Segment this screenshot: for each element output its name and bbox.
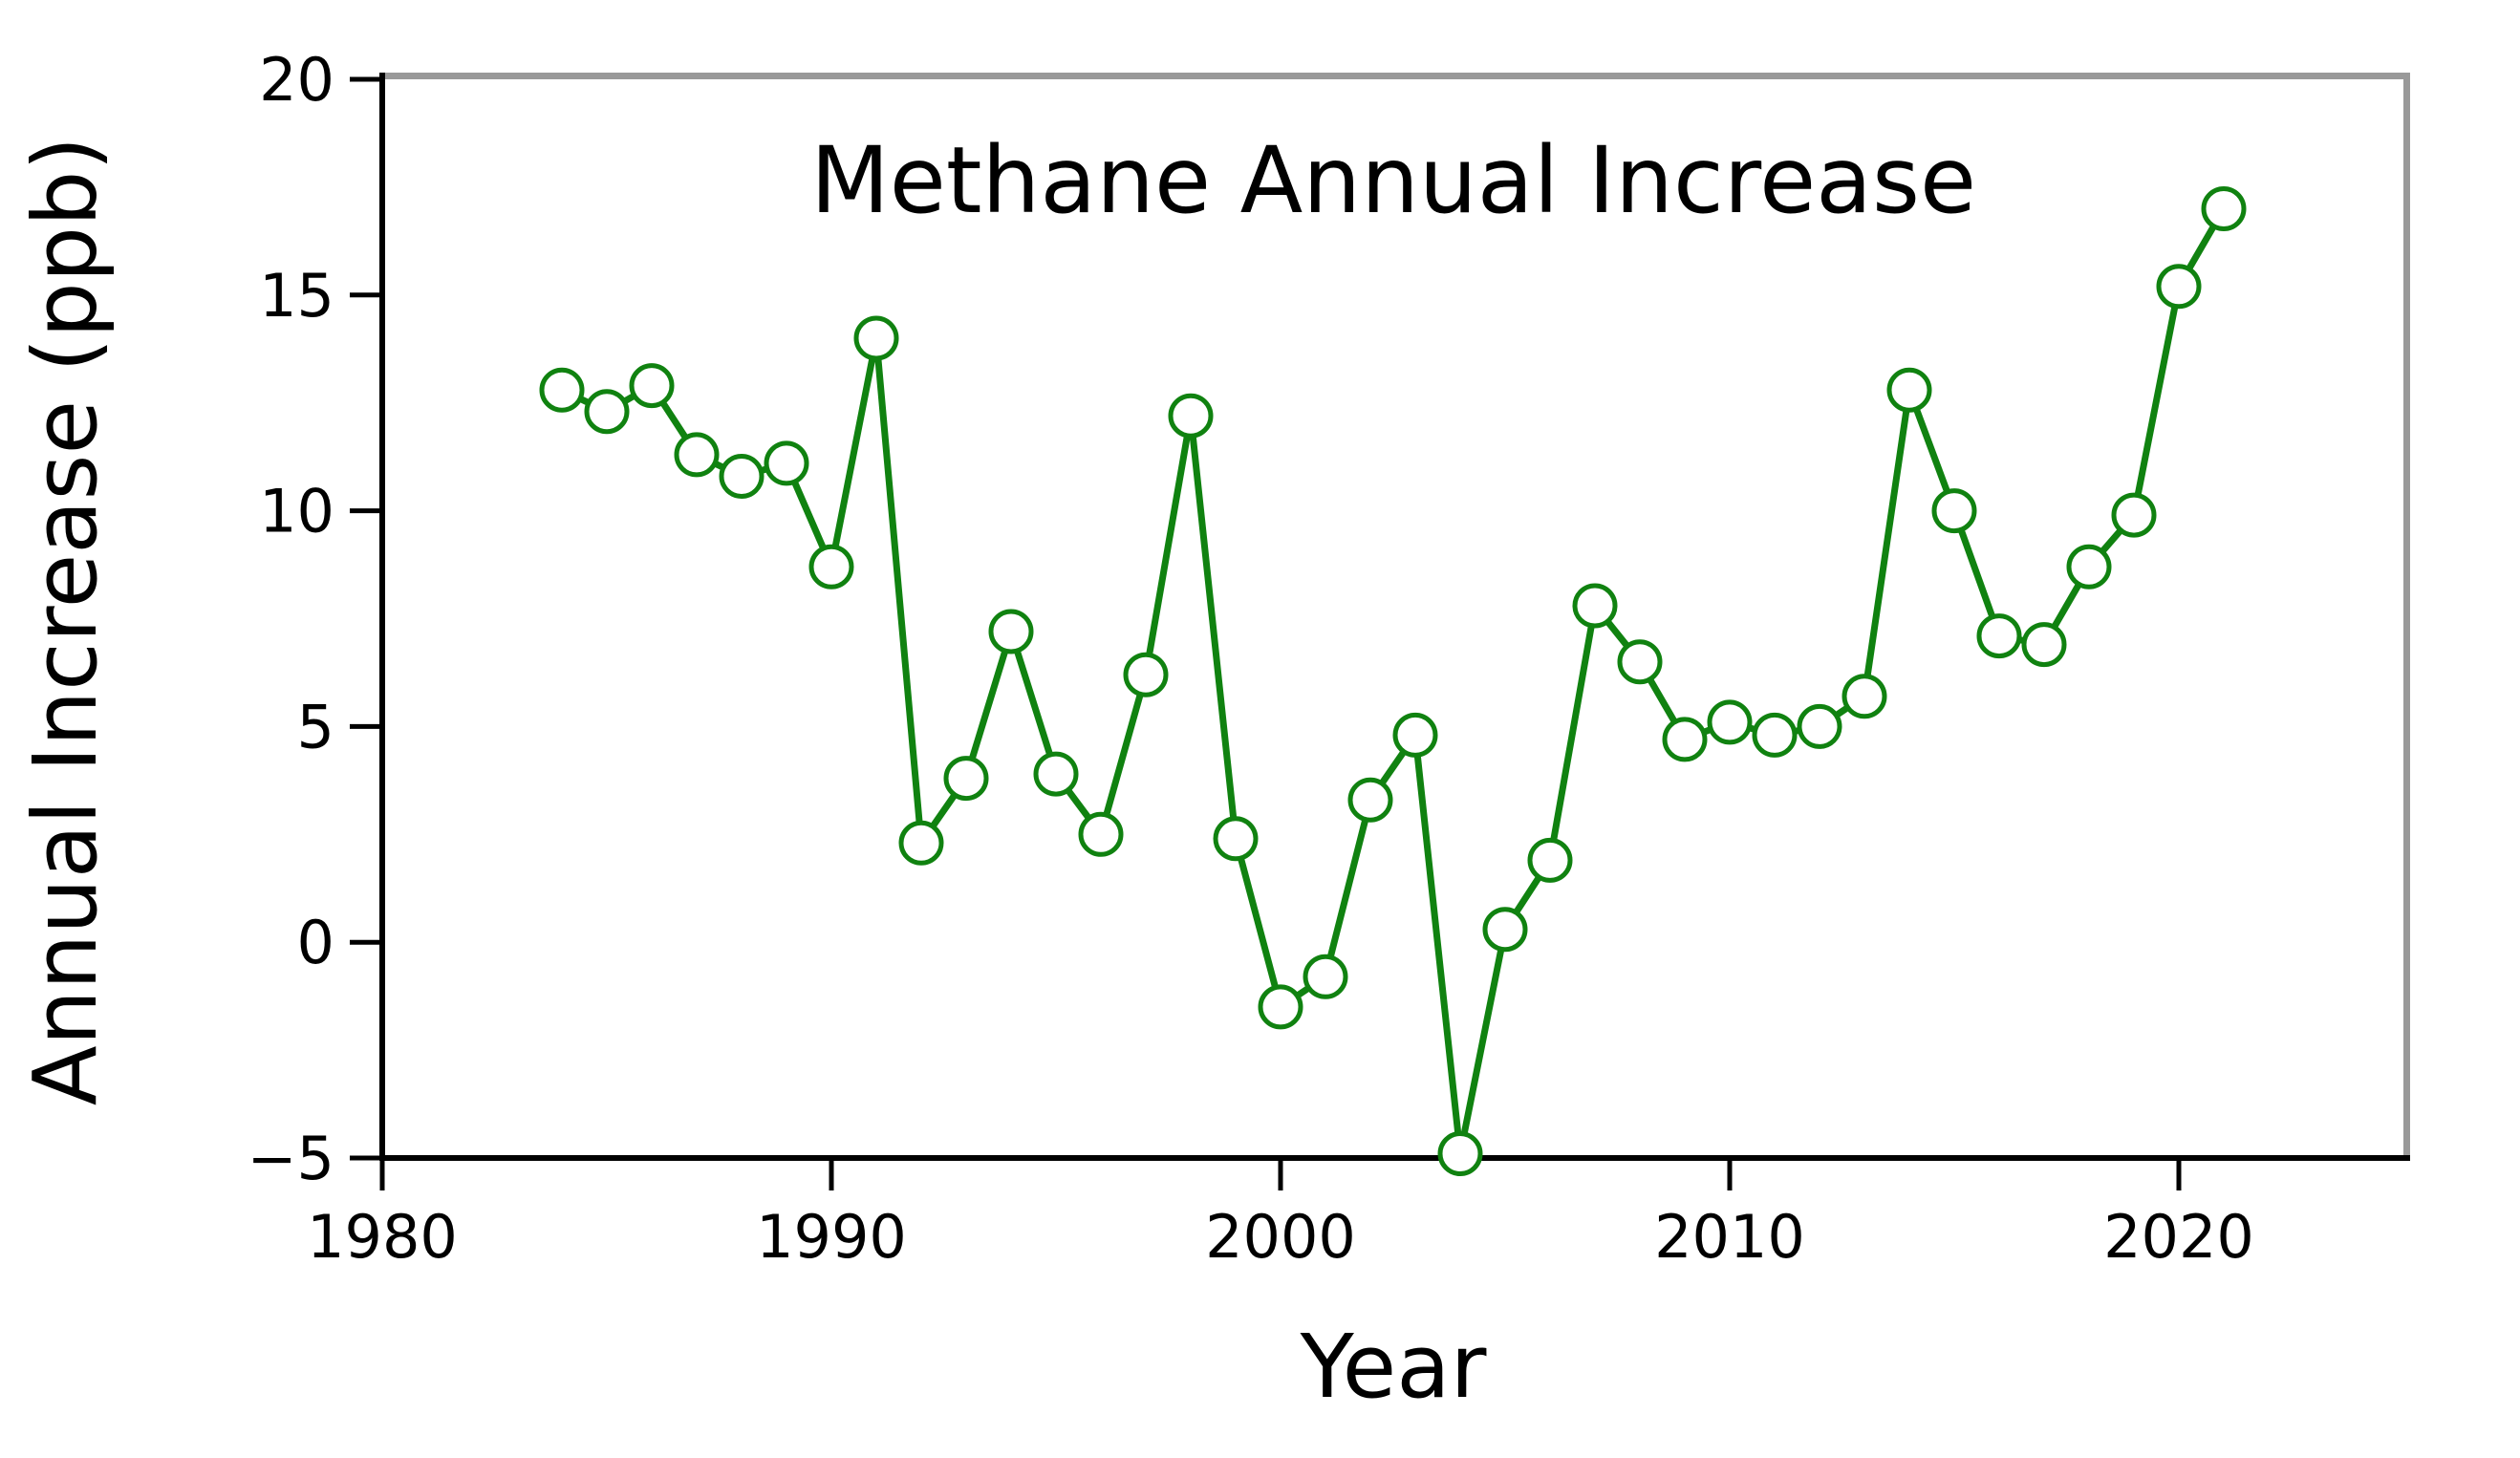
data-point-marker <box>674 432 720 478</box>
data-point-marker <box>1258 984 1303 1030</box>
x-tick-label: 1980 <box>307 1202 458 1272</box>
y-tick-label: 20 <box>259 45 334 115</box>
data-point-marker <box>1078 811 1124 857</box>
y-tick-label: −5 <box>248 1124 334 1193</box>
data-point-marker <box>1437 1131 1483 1176</box>
data-point-marker <box>764 440 809 486</box>
data-point-marker <box>1976 613 2022 659</box>
x-tick-label: 2000 <box>1205 1202 1356 1272</box>
x-axis-ticks: 1980 1990 2000 2010 2020 <box>307 1158 2254 1272</box>
data-point-marker <box>1123 652 1169 697</box>
data-point-marker <box>1842 674 1887 719</box>
data-point-marker <box>584 389 630 435</box>
data-point-marker <box>1707 699 1753 745</box>
data-point-marker <box>1617 639 1663 685</box>
data-point-marker <box>1347 777 1393 823</box>
x-tick-label: 1990 <box>756 1202 907 1272</box>
data-point-marker <box>2111 492 2157 538</box>
data-point-marker <box>2156 264 2202 310</box>
y-tick-label: 10 <box>259 477 334 547</box>
y-tick-label: 5 <box>297 692 334 761</box>
data-point-marker <box>1752 712 1798 758</box>
data-point-marker <box>988 609 1034 654</box>
y-tick-label: 15 <box>259 261 334 331</box>
data-point-marker <box>2201 186 2247 231</box>
data-point-marker <box>1572 583 1618 629</box>
data-point-marker <box>1797 703 1842 749</box>
data-point-marker <box>2066 544 2112 590</box>
y-tick-label: 0 <box>297 908 334 977</box>
data-point-marker <box>1303 954 1348 999</box>
data-point-marker <box>1931 488 1977 534</box>
data-point-marker <box>898 820 944 866</box>
data-point-marker <box>853 315 899 361</box>
data-point-marker <box>539 367 585 413</box>
data-point-marker <box>1886 367 1932 413</box>
data-point-marker <box>808 544 854 590</box>
data-point-marker <box>2021 622 2067 668</box>
data-point-marker <box>1168 393 1214 439</box>
data-point-marker <box>629 363 675 409</box>
y-axis-ticks: −5 0 5 10 15 20 <box>248 45 382 1193</box>
axes-spines <box>379 73 2410 1161</box>
data-point-marker <box>1392 712 1438 758</box>
data-point-marker <box>719 454 765 499</box>
y-axis-label: Annual Increase (ppb) <box>14 137 117 1106</box>
data-series <box>539 186 2247 1176</box>
data-line <box>558 205 2228 1157</box>
data-point-marker <box>1527 837 1573 883</box>
data-point-marker <box>943 756 989 802</box>
x-axis-label: Year <box>1300 1316 1487 1418</box>
chart-title: Methane Annual Increase <box>810 127 1976 234</box>
data-point-marker <box>1482 907 1528 953</box>
data-point-marker <box>1213 816 1259 862</box>
x-tick-label: 2010 <box>1654 1202 1805 1272</box>
data-point-marker <box>1033 751 1079 797</box>
data-point-marker <box>1662 717 1708 762</box>
x-tick-label: 2020 <box>2103 1202 2254 1272</box>
